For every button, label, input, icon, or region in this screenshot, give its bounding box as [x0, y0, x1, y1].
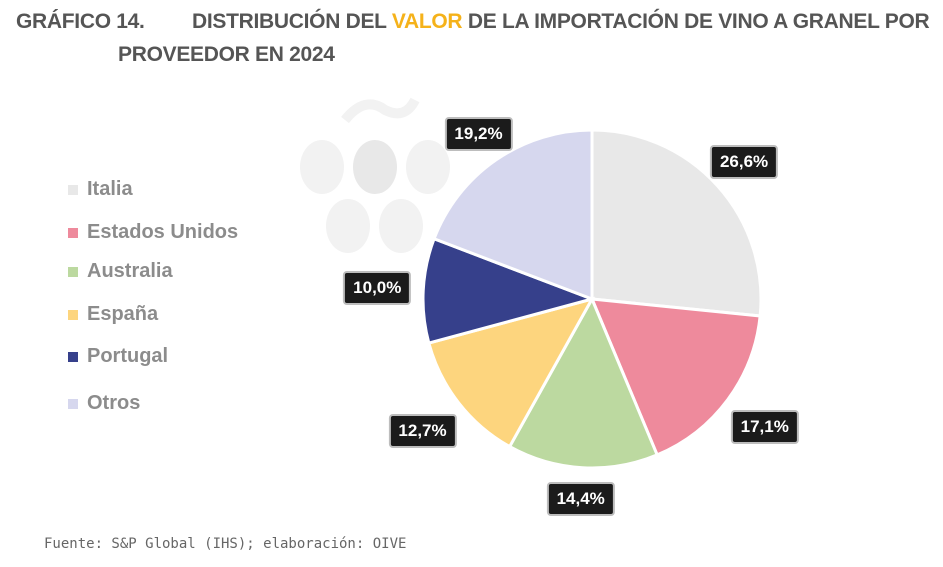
source-note: Fuente: S&P Global (IHS); elaboración: O…: [44, 536, 407, 552]
chart-title-line2: PROVEEDOR EN 2024: [118, 43, 335, 66]
legend-label: Italia: [87, 178, 133, 200]
chart-number: GRÁFICO 14.: [16, 10, 145, 33]
legend-label: Australia: [87, 260, 173, 282]
pie-slice-otros: [432, 128, 594, 302]
legend-label: Otros: [87, 392, 141, 414]
pie-slice-españa: [427, 296, 596, 449]
legend-item: España: [68, 303, 158, 326]
title-part1: DISTRIBUCIÓN DEL: [192, 10, 392, 33]
legend-swatch: [68, 398, 78, 409]
pie-slice-italia: [590, 128, 763, 318]
legend-item: Otros: [68, 392, 140, 415]
pie-slice-estados-unidos: [589, 297, 762, 457]
pie-slice-portugal: [421, 236, 597, 345]
data-label: 14,4%: [546, 481, 615, 516]
legend-label: Portugal: [87, 345, 169, 367]
title-highlight: VALOR: [391, 10, 463, 33]
legend-label: España: [87, 303, 159, 325]
legend-swatch: [68, 227, 78, 238]
data-label: 12,7%: [388, 414, 457, 449]
legend-item: Italia: [68, 178, 133, 201]
data-label: 10,0%: [343, 271, 412, 306]
data-label: 26,6%: [709, 144, 779, 179]
legend-swatch: [68, 309, 78, 320]
legend-item: Estados Unidos: [68, 221, 238, 244]
legend-label: Estados Unidos: [87, 221, 239, 243]
watermark-grape-logo: [300, 97, 450, 253]
legend-swatch: [68, 184, 78, 195]
data-label: 17,1%: [730, 410, 799, 444]
title-part2: DE LA IMPORTACIÓN DE VINO A GRANEL POR: [462, 10, 930, 33]
legend-swatch: [68, 266, 78, 277]
legend-swatch: [68, 351, 78, 362]
chart-title: DISTRIBUCIÓN DEL VALOR DE LA IMPORTACIÓN…: [192, 10, 930, 34]
pie-slice-australia: [507, 295, 660, 470]
legend-item: Portugal: [68, 345, 168, 368]
data-label: 19,2%: [444, 117, 513, 152]
legend-item: Australia: [68, 260, 173, 283]
